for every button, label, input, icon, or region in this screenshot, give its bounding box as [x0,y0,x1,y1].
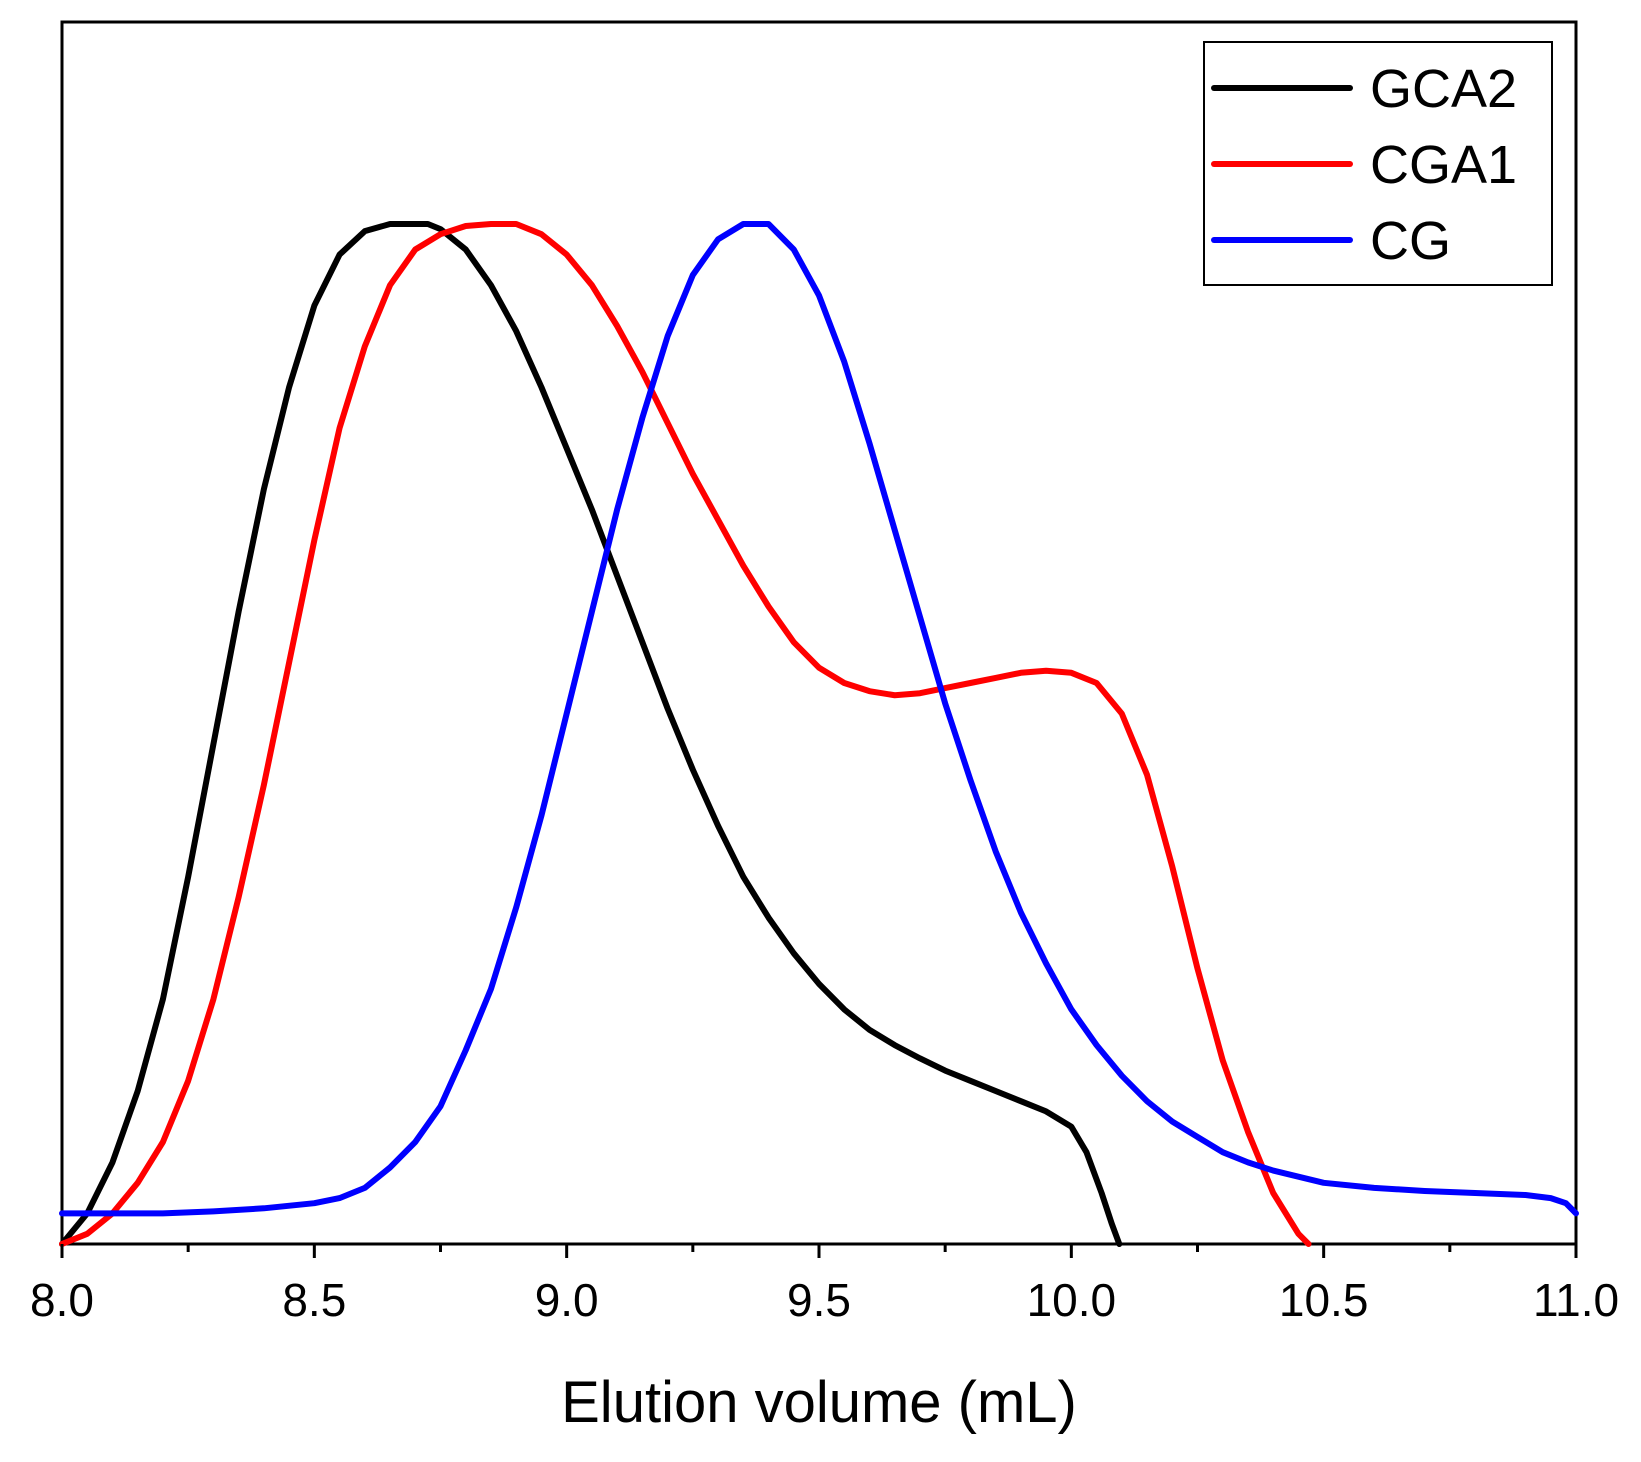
x-tick-label: 9.0 [535,1274,599,1326]
series-line-gca2 [59,221,1123,1247]
series-line-cg [59,221,1579,1217]
x-tick-label: 8.5 [282,1274,346,1326]
x-tick-label: 8.0 [30,1274,94,1326]
x-axis: 8.0 8.5 9.0 9.5 10.0 10.5 11.0 [30,1244,1619,1326]
x-tick-label: 10.5 [1279,1274,1369,1326]
x-tick-label: 9.5 [787,1274,851,1326]
x-tick-label: 11.0 [1533,1274,1619,1326]
series-line-cga1 [59,221,1312,1247]
x-axis-title: Elution volume (mL) [561,1370,1077,1435]
legend-label-cga1: CGA1 [1370,135,1517,195]
x-tick-label: 10.0 [1027,1274,1117,1326]
legend: GCA2 CGA1 CG [1203,41,1553,286]
legend-label-gca2: GCA2 [1370,59,1517,119]
legend-label-cg: CG [1370,211,1451,271]
series-layer [59,221,1579,1247]
